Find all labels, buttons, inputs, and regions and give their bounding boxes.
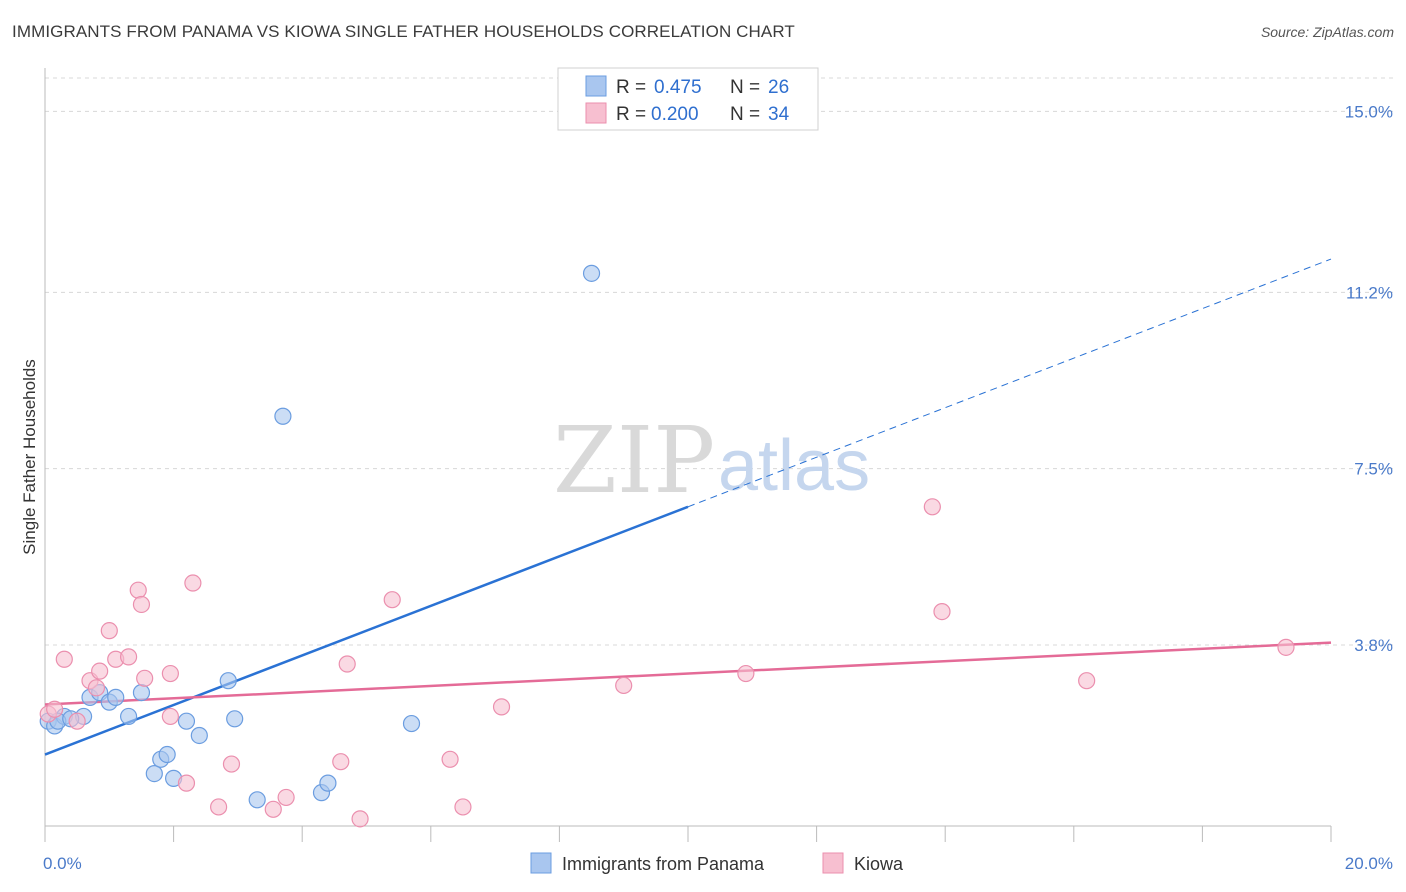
point-pink bbox=[119, 648, 138, 666]
legend-box: R = 0.475 N = 26 R = 0.200 N = 34 bbox=[557, 67, 819, 131]
point-pink bbox=[1277, 638, 1295, 656]
grid-lines bbox=[45, 77, 1395, 646]
tick-labels: 3.8% 7.5% 11.2% 15.0% 0.0% 20.0% bbox=[43, 102, 1393, 873]
point-blue bbox=[158, 745, 176, 764]
y-tick-label: 3.8% bbox=[1354, 636, 1393, 655]
chart-title: IMMIGRANTS FROM PANAMA VS KIOWA SINGLE F… bbox=[12, 22, 795, 41]
point-blue bbox=[274, 407, 292, 425]
legend-r-value-kiowa: 0.200 bbox=[651, 104, 699, 125]
legend-n-value-kiowa: 34 bbox=[768, 104, 790, 125]
point-pink bbox=[264, 800, 282, 818]
bottom-legend-swatch-panama bbox=[530, 852, 552, 874]
point-pink bbox=[277, 788, 295, 807]
point-pink bbox=[222, 755, 241, 773]
bottom-legend: Immigrants from Panama Kiowa bbox=[530, 852, 904, 874]
y-tick-label: 7.5% bbox=[1354, 460, 1393, 479]
legend-swatch-kiowa bbox=[585, 102, 607, 124]
legend-r-label-kiowa: R = bbox=[616, 104, 646, 125]
point-pink bbox=[91, 662, 109, 680]
point-pink bbox=[338, 655, 356, 673]
point-pink bbox=[441, 750, 459, 768]
point-blue bbox=[145, 764, 163, 783]
point-pink bbox=[46, 700, 64, 718]
legend-n-label-kiowa: N = bbox=[730, 104, 760, 125]
legend-n-label-panama: N = bbox=[730, 77, 760, 98]
x-tick-label-max: 20.0% bbox=[1345, 854, 1393, 873]
point-pink bbox=[923, 498, 941, 516]
point-pink bbox=[454, 798, 472, 816]
point-pink bbox=[383, 591, 401, 609]
legend-r-label-panama: R = bbox=[616, 77, 646, 98]
point-pink bbox=[492, 698, 511, 716]
point-blue bbox=[248, 791, 266, 809]
point-blue bbox=[132, 683, 151, 702]
point-pink bbox=[177, 774, 196, 792]
point-pink bbox=[615, 676, 633, 695]
point-blue bbox=[582, 264, 601, 282]
trend-lines bbox=[44, 258, 1332, 756]
point-blue bbox=[226, 710, 244, 728]
point-pink bbox=[1078, 672, 1096, 690]
point-pink bbox=[129, 581, 147, 599]
point-blue bbox=[190, 726, 208, 745]
point-pink bbox=[68, 712, 86, 730]
bottom-legend-label-kiowa: Kiowa bbox=[854, 854, 904, 874]
point-pink bbox=[184, 574, 202, 592]
point-blue bbox=[119, 707, 138, 726]
y-tick-label: 15.0% bbox=[1345, 102, 1393, 121]
point-pink bbox=[161, 664, 179, 683]
bottom-legend-label-panama: Immigrants from Panama bbox=[562, 854, 765, 874]
point-blue bbox=[402, 714, 421, 733]
point-pink bbox=[351, 810, 369, 828]
data-points bbox=[39, 264, 1295, 828]
bottom-legend-swatch-kiowa bbox=[822, 852, 844, 874]
y-tick-label: 11.2% bbox=[1346, 283, 1393, 302]
point-pink bbox=[210, 798, 228, 816]
point-blue bbox=[177, 712, 196, 730]
trend-extension-blue bbox=[687, 258, 1332, 508]
point-pink bbox=[136, 669, 154, 687]
legend-r-value-panama: 0.475 bbox=[654, 77, 702, 98]
trend-line-blue bbox=[44, 505, 689, 756]
point-blue bbox=[319, 774, 337, 792]
point-blue bbox=[107, 688, 125, 706]
point-pink bbox=[737, 664, 755, 683]
point-pink bbox=[332, 753, 350, 771]
axes bbox=[44, 68, 1332, 842]
point-pink bbox=[132, 595, 151, 614]
point-pink bbox=[161, 707, 179, 726]
point-pink bbox=[55, 650, 73, 668]
trend-line-pink bbox=[44, 641, 1332, 706]
point-blue bbox=[219, 672, 237, 690]
legend-swatch-panama bbox=[585, 75, 607, 97]
point-pink bbox=[933, 603, 951, 621]
x-tick-label-min: 0.0% bbox=[43, 854, 82, 873]
y-axis-label: Single Father Households bbox=[20, 359, 39, 555]
source-label: Source: ZipAtlas.com bbox=[1260, 24, 1394, 40]
legend-n-value-panama: 26 bbox=[768, 77, 789, 98]
point-pink bbox=[100, 622, 118, 640]
watermark-zip: ZIP bbox=[553, 407, 715, 514]
point-pink bbox=[87, 679, 106, 697]
